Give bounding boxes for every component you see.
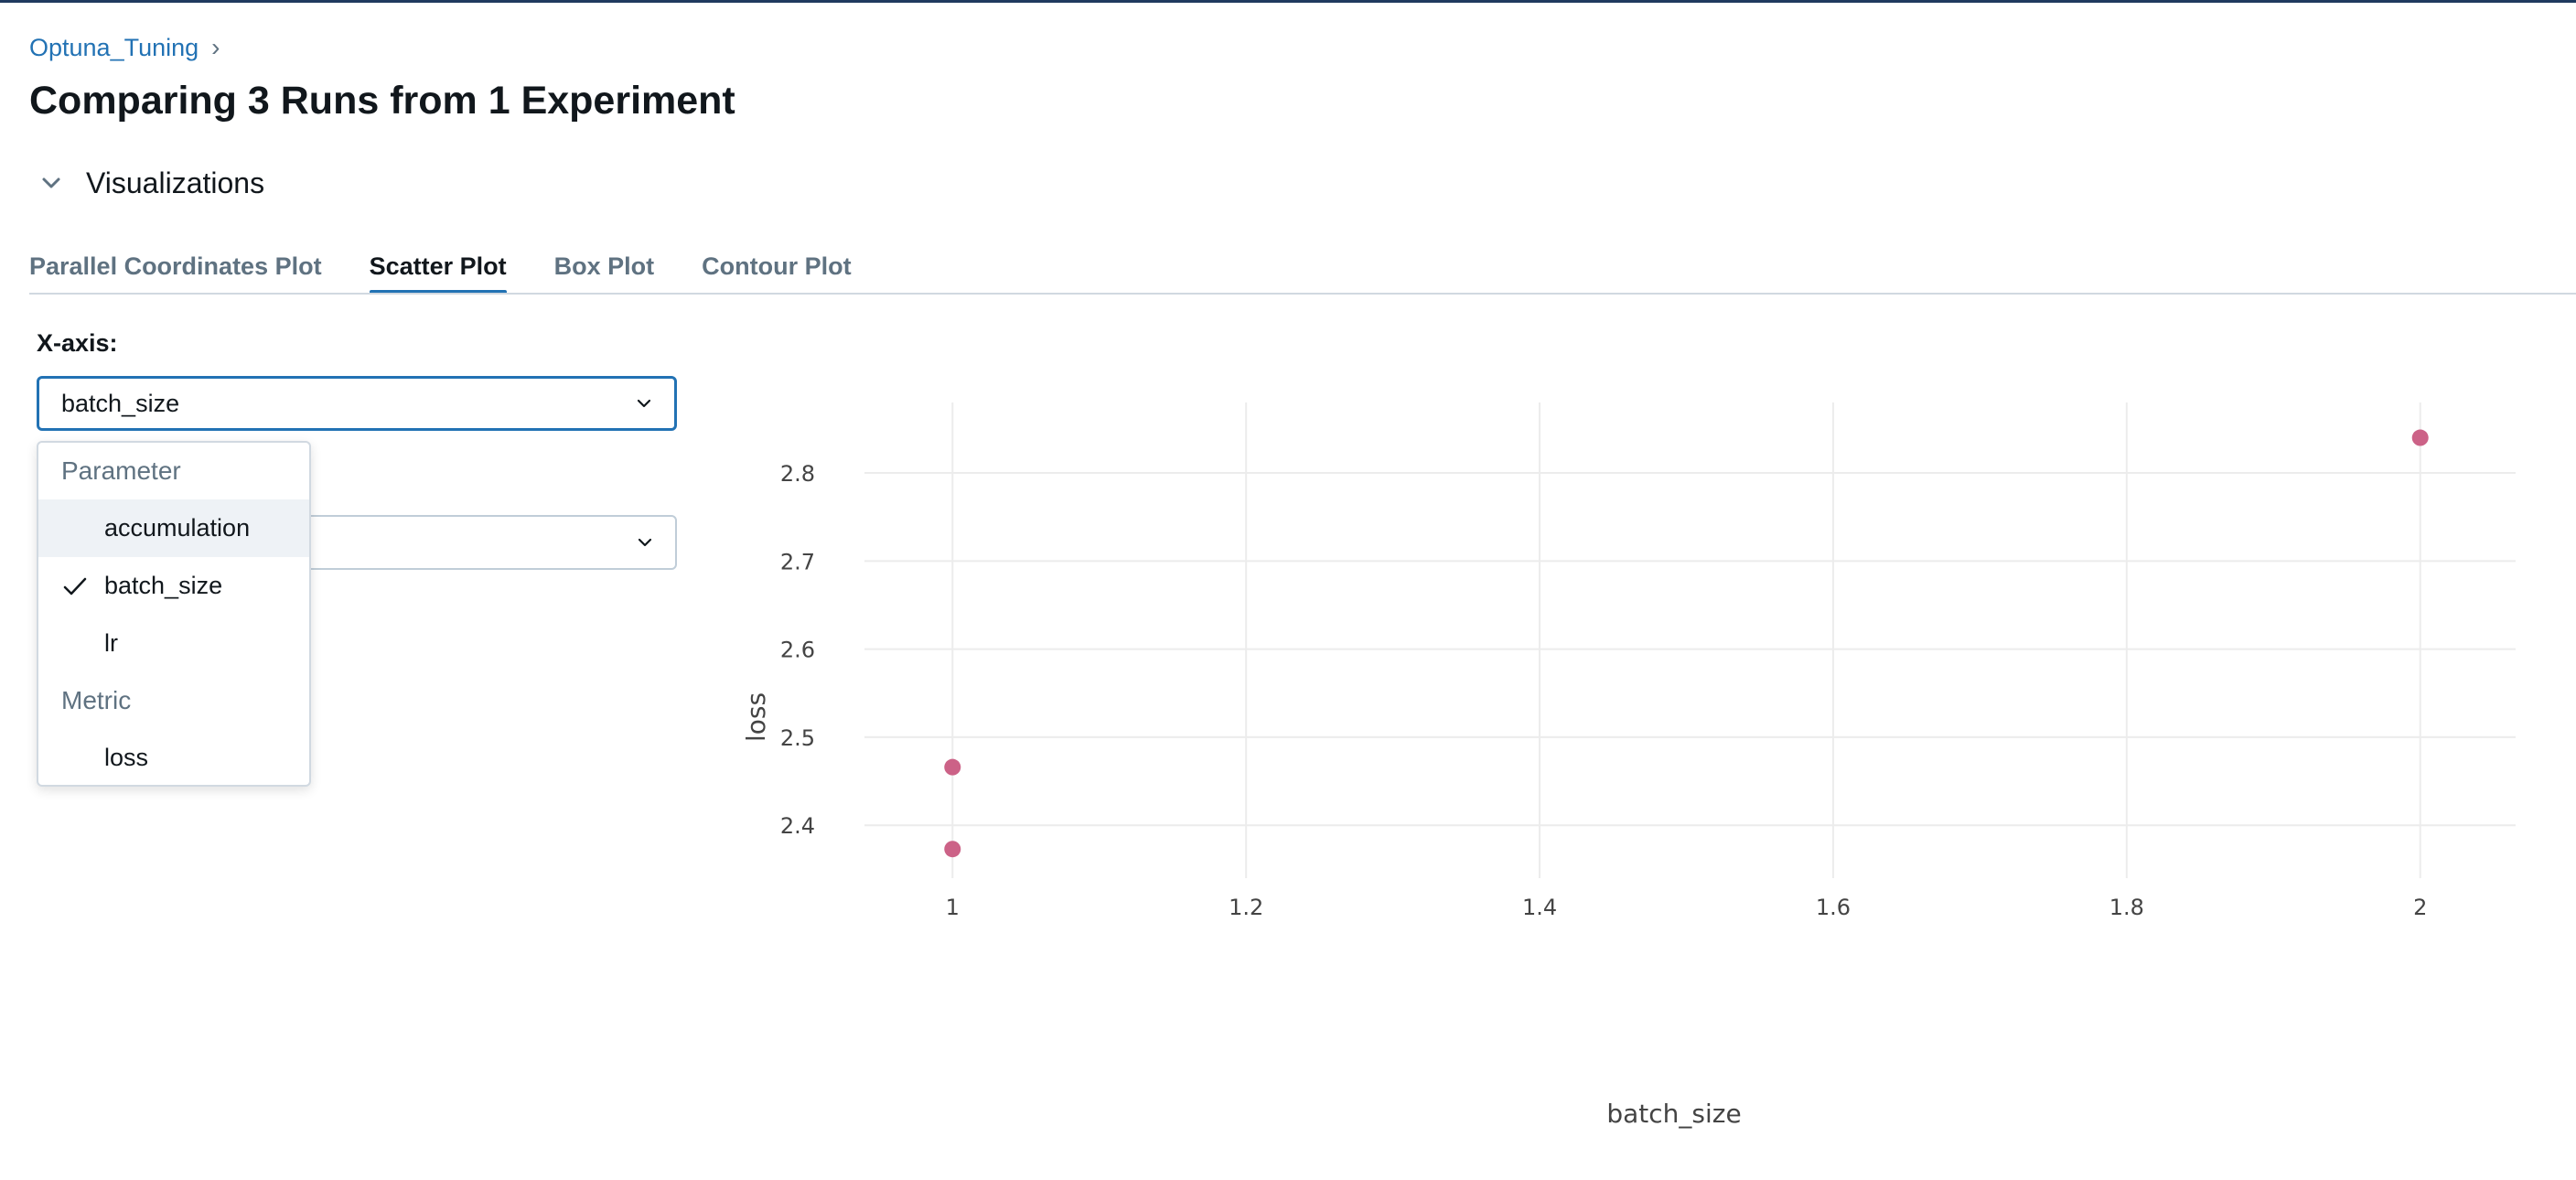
x-tick-label: 1: [946, 895, 960, 920]
tab-contour-plot[interactable]: Contour Plot: [702, 252, 852, 280]
tab-scatter-plot[interactable]: Scatter Plot: [369, 247, 507, 295]
dropdown-option-label: accumulation: [104, 514, 251, 542]
dropdown-option-label: loss: [104, 744, 149, 771]
dropdown-group-parameter: Parameter: [61, 456, 181, 485]
x-axis-label: X-axis:: [37, 329, 118, 357]
visualization-tabs: Parallel Coordinates Plot Scatter Plot B…: [29, 247, 899, 295]
scatter-plot[interactable]: 1 1.2 1.4 1.6 1.8 2 2.4 2.5 2.6 2.7 2.8 batch_size…: [732, 375, 2552, 1134]
chevron-down-icon: [637, 399, 651, 408]
x-tick-label: 1.6: [1816, 895, 1851, 920]
x-axis-select-value: batch_size: [61, 389, 180, 417]
x-tick-label: 1.2: [1229, 895, 1263, 920]
y-tick-label: 2.7: [780, 549, 815, 574]
tab-divider: [29, 293, 2576, 295]
dropdown-option-label: lr: [104, 629, 118, 657]
visualizations-toggle[interactable]: Visualizations: [33, 165, 264, 201]
scatter-point[interactable]: [944, 758, 961, 776]
tab-box-plot[interactable]: Box Plot: [553, 252, 655, 280]
x-axis-title: batch_size: [1606, 1099, 1741, 1129]
dropdown-option-label: batch_size: [104, 572, 223, 599]
scatter-point[interactable]: [2411, 429, 2429, 446]
page-title: Comparing 3 Runs from 1 Experiment: [29, 79, 735, 123]
checkmark-icon: [63, 577, 87, 595]
chevron-down-icon: [638, 538, 652, 547]
x-tick-label: 2: [2413, 895, 2427, 920]
y-tick-label: 2.5: [780, 725, 815, 751]
x-axis-select[interactable]: batch_size: [37, 376, 677, 431]
x-tick-label: 1.4: [1522, 895, 1557, 920]
breadcrumb-experiment-link[interactable]: Optuna_Tuning: [29, 33, 199, 61]
tab-parallel-coordinates[interactable]: Parallel Coordinates Plot: [29, 252, 322, 280]
visualizations-label: Visualizations: [86, 166, 265, 199]
breadcrumb: Optuna_Tuning ›: [29, 33, 220, 62]
x-tick-label: 1.8: [2109, 895, 2144, 920]
x-axis-dropdown-menu: Parameter accumulation batch_size lr Met…: [37, 441, 311, 787]
dropdown-option-batch-size[interactable]: batch_size: [38, 557, 309, 615]
top-accent-line: [0, 0, 2576, 3]
chevron-down-icon: [42, 177, 60, 188]
dropdown-group-metric: Metric: [61, 686, 132, 714]
breadcrumb-separator-icon: ›: [211, 33, 220, 61]
dropdown-option-lr[interactable]: lr: [38, 615, 309, 672]
y-tick-label: 2.4: [780, 813, 815, 839]
y-axis-title: loss: [741, 692, 771, 742]
dropdown-option-accumulation[interactable]: accumulation: [38, 499, 309, 557]
scatter-point[interactable]: [944, 841, 961, 858]
y-tick-label: 2.8: [780, 461, 815, 487]
y-tick-label: 2.6: [780, 638, 815, 663]
dropdown-option-loss[interactable]: loss: [38, 729, 309, 787]
